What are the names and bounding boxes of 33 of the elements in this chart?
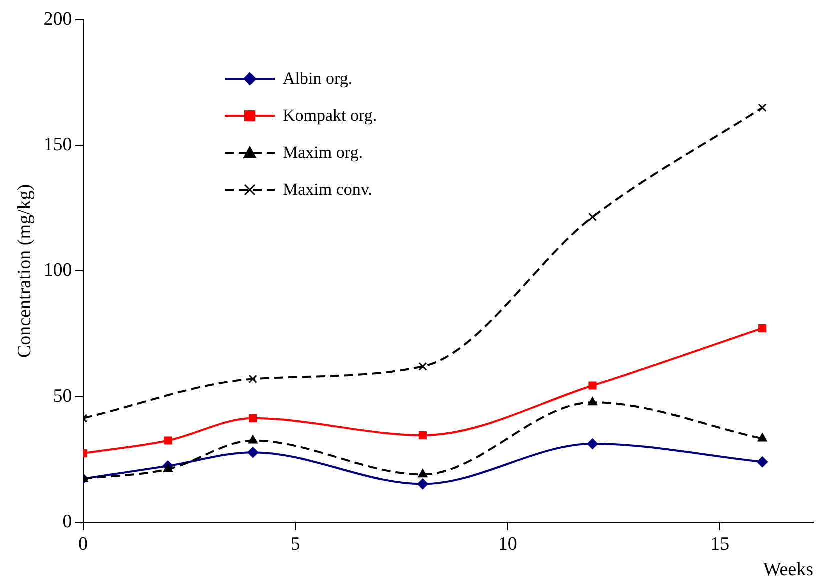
point bbox=[588, 397, 598, 406]
point bbox=[418, 431, 427, 440]
point bbox=[757, 456, 768, 468]
y-axis-title: Concentration (mg/kg) bbox=[14, 184, 36, 358]
legend-label: Maxim conv. bbox=[283, 180, 373, 200]
point bbox=[249, 414, 258, 422]
point bbox=[758, 324, 767, 333]
x-tick-label: 15 bbox=[710, 534, 730, 555]
legend-label: Albin org. bbox=[283, 68, 353, 88]
point bbox=[418, 469, 428, 478]
x-tick-label: 5 bbox=[290, 534, 300, 555]
y-tick-label: 100 bbox=[44, 260, 72, 282]
point bbox=[248, 447, 259, 458]
point bbox=[588, 212, 598, 222]
x-axis-title: Weeks bbox=[763, 560, 814, 581]
point bbox=[164, 436, 172, 445]
y-tick-label: 150 bbox=[44, 134, 72, 156]
point bbox=[588, 382, 597, 390]
x-tick-label: 0 bbox=[78, 534, 88, 555]
y-tick-label: 0 bbox=[62, 511, 72, 532]
point bbox=[587, 438, 598, 450]
y-tick-label: 50 bbox=[53, 386, 72, 407]
point bbox=[248, 374, 258, 384]
point bbox=[758, 104, 767, 112]
point bbox=[163, 464, 174, 472]
legend-label: Kompakt org. bbox=[283, 106, 378, 126]
point bbox=[248, 435, 258, 444]
y-tick-label: 200 bbox=[44, 8, 72, 30]
point bbox=[418, 362, 428, 371]
point bbox=[417, 478, 428, 490]
legend-label: Maxim org. bbox=[283, 142, 363, 162]
x-tick-label: 10 bbox=[498, 534, 518, 555]
point bbox=[758, 433, 768, 442]
